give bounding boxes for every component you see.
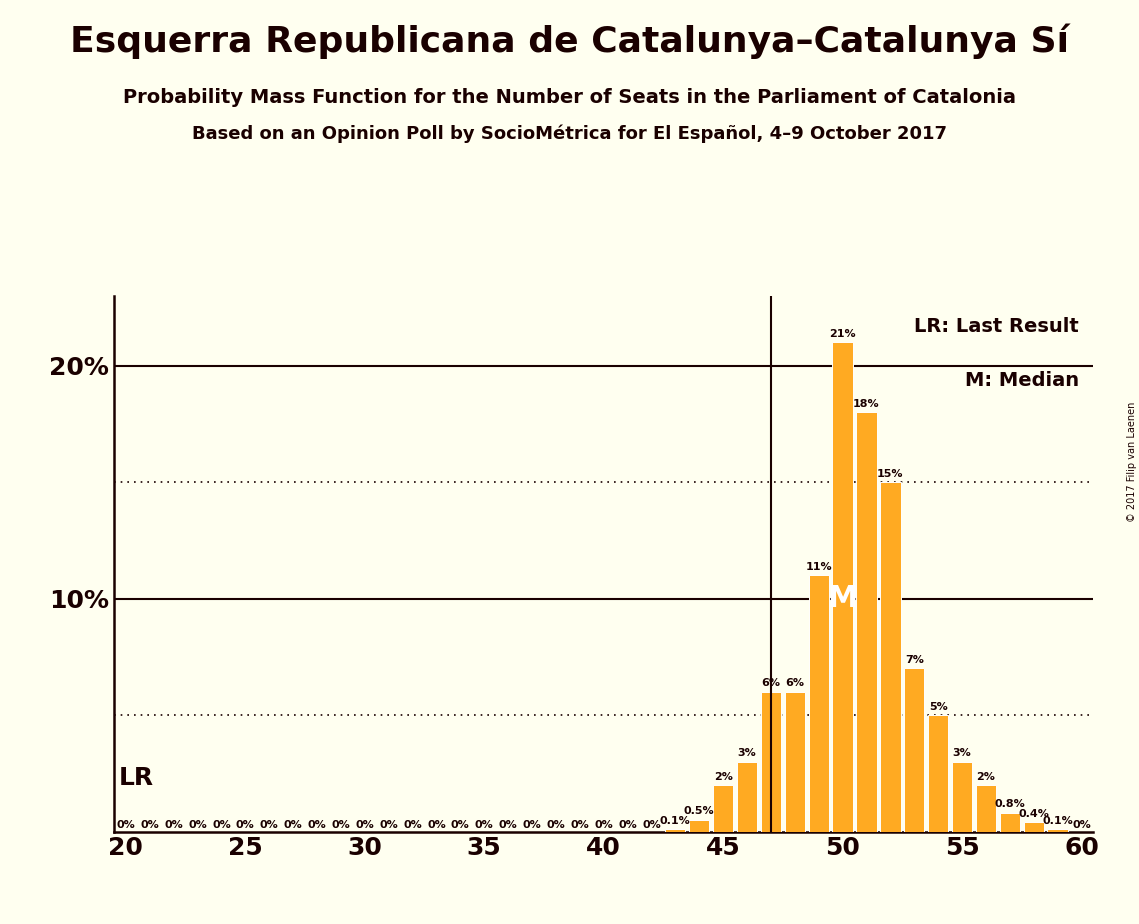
Text: 0%: 0%	[499, 821, 517, 831]
Text: 6%: 6%	[785, 678, 804, 688]
Bar	[785, 692, 805, 832]
Bar	[857, 412, 877, 832]
Bar	[713, 785, 734, 832]
Text: 11%: 11%	[805, 562, 831, 572]
Text: LR: Last Result: LR: Last Result	[913, 317, 1079, 336]
Bar	[904, 668, 925, 832]
Bar	[928, 715, 949, 832]
Text: 0.4%: 0.4%	[1018, 808, 1049, 819]
Text: 0.1%: 0.1%	[659, 816, 690, 826]
Text: 0%: 0%	[212, 821, 231, 831]
Text: 0%: 0%	[642, 821, 661, 831]
Text: 6%: 6%	[761, 678, 780, 688]
Text: 0.1%: 0.1%	[1042, 816, 1073, 826]
Text: 0%: 0%	[427, 821, 445, 831]
Text: 0%: 0%	[451, 821, 469, 831]
Bar	[952, 761, 973, 832]
Text: 0.5%: 0.5%	[683, 807, 714, 817]
Text: Probability Mass Function for the Number of Seats in the Parliament of Catalonia: Probability Mass Function for the Number…	[123, 88, 1016, 107]
Text: 0%: 0%	[403, 821, 421, 831]
Text: Esquerra Republicana de Catalunya–Catalunya Sí: Esquerra Republicana de Catalunya–Catalu…	[69, 23, 1070, 58]
Text: Based on an Opinion Poll by SocioMétrica for El Español, 4–9 October 2017: Based on an Opinion Poll by SocioMétrica…	[192, 125, 947, 143]
Text: 0%: 0%	[355, 821, 374, 831]
Text: 0%: 0%	[571, 821, 589, 831]
Text: 2%: 2%	[714, 772, 732, 782]
Bar	[1048, 829, 1067, 832]
Bar	[689, 820, 710, 832]
Text: 0%: 0%	[523, 821, 541, 831]
Text: 0%: 0%	[260, 821, 279, 831]
Text: 0%: 0%	[331, 821, 350, 831]
Bar	[665, 829, 686, 832]
Text: 0%: 0%	[618, 821, 637, 831]
Bar	[1024, 822, 1043, 832]
Text: 21%: 21%	[829, 329, 855, 339]
Bar	[761, 692, 781, 832]
Text: 0%: 0%	[1072, 821, 1091, 831]
Bar	[1000, 813, 1021, 832]
Text: 0%: 0%	[547, 821, 565, 831]
Text: 18%: 18%	[853, 398, 879, 408]
Text: LR: LR	[118, 766, 154, 790]
Text: 3%: 3%	[738, 748, 756, 759]
Bar	[809, 576, 829, 832]
Bar	[880, 482, 901, 832]
Text: M: M	[827, 584, 858, 614]
Text: 0%: 0%	[236, 821, 255, 831]
Text: 0%: 0%	[164, 821, 183, 831]
Bar	[737, 761, 757, 832]
Text: 5%: 5%	[928, 701, 948, 711]
Text: © 2017 Filip van Laenen: © 2017 Filip van Laenen	[1126, 402, 1137, 522]
Text: 2%: 2%	[976, 772, 995, 782]
Text: 0.8%: 0.8%	[994, 799, 1025, 809]
Bar	[833, 342, 853, 832]
Text: 0%: 0%	[116, 821, 136, 831]
Text: 3%: 3%	[952, 748, 972, 759]
Text: M: Median: M: Median	[965, 371, 1079, 390]
Text: 0%: 0%	[308, 821, 327, 831]
Text: 7%: 7%	[904, 655, 924, 665]
Text: 0%: 0%	[595, 821, 613, 831]
Bar	[976, 785, 997, 832]
Text: 0%: 0%	[379, 821, 398, 831]
Text: 0%: 0%	[475, 821, 493, 831]
Text: 15%: 15%	[877, 468, 903, 479]
Text: 0%: 0%	[140, 821, 159, 831]
Text: 0%: 0%	[284, 821, 303, 831]
Text: 0%: 0%	[188, 821, 207, 831]
